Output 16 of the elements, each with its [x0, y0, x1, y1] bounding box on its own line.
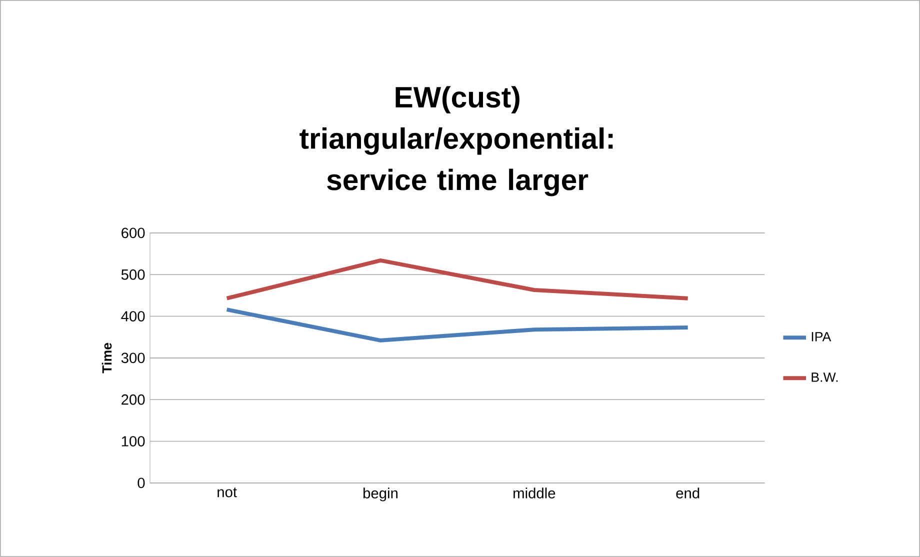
y-tick-label: 200 — [122, 394, 145, 405]
x-tick-label: end — [676, 488, 700, 498]
x-tick-label: middle — [514, 488, 556, 498]
legend-label: B.W. — [812, 372, 838, 382]
y-tick-label: 300 — [121, 352, 145, 364]
y-tick-label: 600 — [122, 228, 145, 238]
y-axis-title: Time — [102, 342, 112, 374]
y-tick-label: 100 — [122, 436, 145, 446]
y-tick-label: 0 — [138, 478, 145, 488]
chart-title: EW(cust) triangular/exponential: service time larger — [300, 86, 613, 196]
legend-label: IPA — [812, 332, 832, 342]
x-tick-label: not — [218, 488, 237, 498]
x-tick-label: begin — [364, 488, 398, 502]
y-tick-label: 400 — [121, 311, 145, 322]
line-series — [224, 308, 690, 342]
y-tick-label: 500 — [121, 269, 145, 280]
